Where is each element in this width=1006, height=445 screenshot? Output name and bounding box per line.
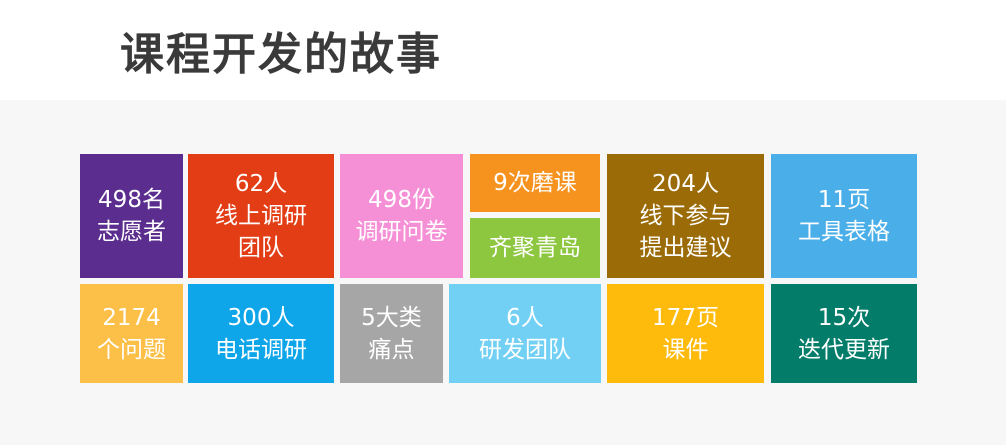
tile-line: 300人 bbox=[227, 304, 295, 331]
tile-line: 2174 bbox=[102, 304, 161, 331]
tile-line: 提出建议 bbox=[639, 235, 732, 261]
tile-offline: 204人 线下参与 提出建议 bbox=[607, 154, 764, 278]
tile-line: 电话调研 bbox=[215, 336, 307, 363]
tile-line: 498名 bbox=[98, 187, 165, 213]
tile-line: 工具表格 bbox=[798, 219, 890, 245]
tile-line: 团队 bbox=[238, 235, 284, 261]
tile-questionnaires: 498份 调研问卷 bbox=[340, 154, 463, 278]
tile-line: 研发团队 bbox=[479, 336, 571, 363]
tile-questions: 2174 个问题 bbox=[80, 284, 183, 383]
tile-line: 齐聚青岛 bbox=[489, 235, 581, 261]
tile-volunteers: 498名 志愿者 bbox=[80, 154, 183, 278]
tile-line: 痛点 bbox=[368, 336, 415, 363]
tile-line: 课件 bbox=[662, 336, 709, 363]
tile-dev-team: 6人 研发团队 bbox=[449, 284, 601, 383]
tile-rehearsals: 9次磨课 bbox=[470, 154, 600, 212]
tile-line: 5大类 bbox=[361, 304, 422, 331]
tile-line: 志愿者 bbox=[97, 219, 166, 245]
tile-line: 15次 bbox=[817, 304, 871, 331]
tile-phone-research: 300人 电话调研 bbox=[188, 284, 334, 383]
tile-line: 9次磨课 bbox=[493, 170, 577, 196]
tile-line: 11页 bbox=[817, 187, 871, 213]
tile-line: 204人 bbox=[652, 171, 719, 197]
tile-online-research: 62人 线上调研 团队 bbox=[188, 154, 334, 278]
tile-line: 62人 bbox=[234, 171, 288, 197]
tile-line: 6人 bbox=[506, 304, 544, 331]
tile-iterations: 15次 迭代更新 bbox=[771, 284, 917, 383]
tile-pain-points: 5大类 痛点 bbox=[340, 284, 443, 383]
page-title: 课程开发的故事 bbox=[120, 29, 442, 80]
tile-line: 线上调研 bbox=[215, 203, 307, 229]
tile-line: 线下参与 bbox=[639, 203, 732, 229]
tile-qingdao: 齐聚青岛 bbox=[470, 218, 600, 278]
tile-line: 个问题 bbox=[97, 336, 166, 363]
tile-tool-tables: 11页 工具表格 bbox=[771, 154, 917, 278]
tile-courseware: 177页 课件 bbox=[607, 284, 764, 383]
tile-line: 177页 bbox=[652, 304, 719, 331]
tile-line: 迭代更新 bbox=[798, 336, 890, 363]
tile-line: 调研问卷 bbox=[355, 219, 448, 245]
tile-line: 498份 bbox=[368, 187, 435, 213]
